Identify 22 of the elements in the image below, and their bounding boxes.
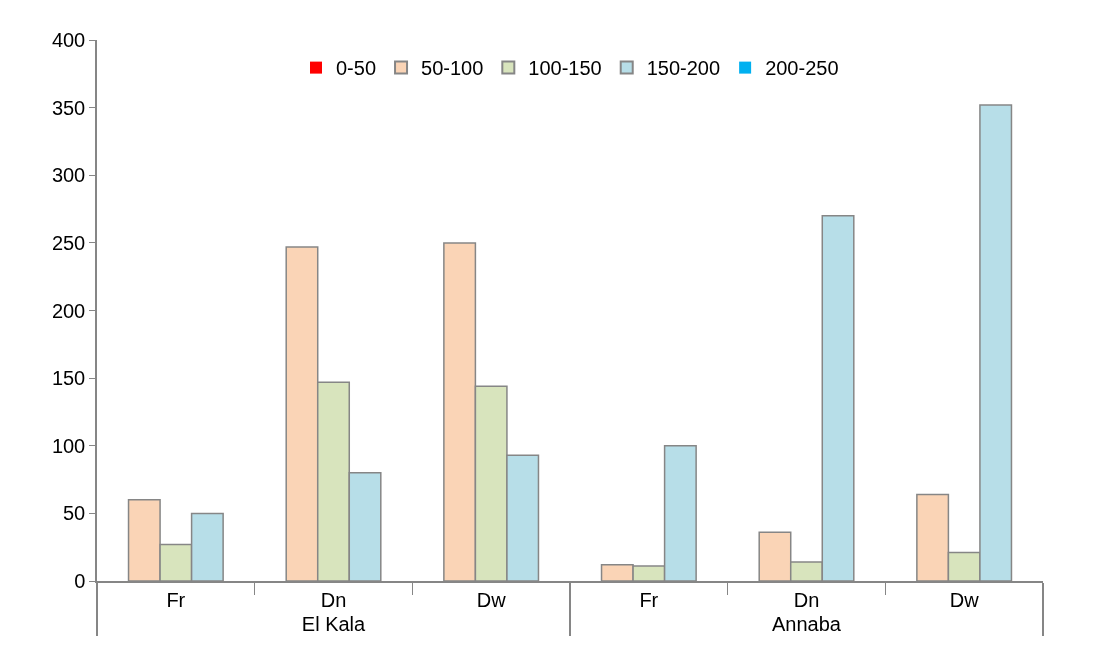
legend-label: 200-250	[765, 57, 839, 80]
x-tick-label: Fr	[166, 588, 186, 611]
legend-label: 0-50	[336, 57, 377, 80]
x-tick-label: Dw	[476, 588, 507, 611]
text: El Kala	[301, 612, 367, 635]
x-tick-label: Dn	[793, 588, 820, 611]
y-tick-label: 150	[51, 367, 86, 390]
y-tick-label: 250	[51, 231, 86, 254]
legend-label: 100-150	[528, 57, 602, 80]
y-tick-label: 50	[63, 502, 86, 525]
y-tick-label: 350	[51, 96, 86, 119]
y-tick-label: 200	[51, 299, 86, 322]
y-tick-label: 100	[51, 434, 86, 457]
y-tick-label: 400	[51, 29, 86, 51]
legend-label: 150-200	[646, 57, 721, 80]
y-tick-label: 300	[51, 164, 86, 187]
x-tick-label: Dw	[949, 588, 980, 611]
legend-label: 50-100	[421, 57, 484, 80]
y-tick-label: 0	[74, 570, 86, 592]
x-tick-label: Fr	[639, 588, 659, 611]
x-tick-label: Dn	[320, 588, 347, 611]
text: Annaba	[772, 612, 842, 635]
